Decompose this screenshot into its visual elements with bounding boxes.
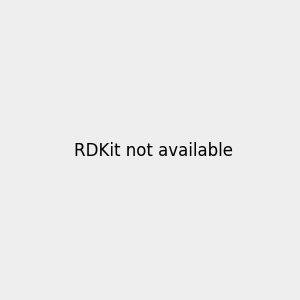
Text: RDKit not available: RDKit not available — [74, 142, 233, 160]
